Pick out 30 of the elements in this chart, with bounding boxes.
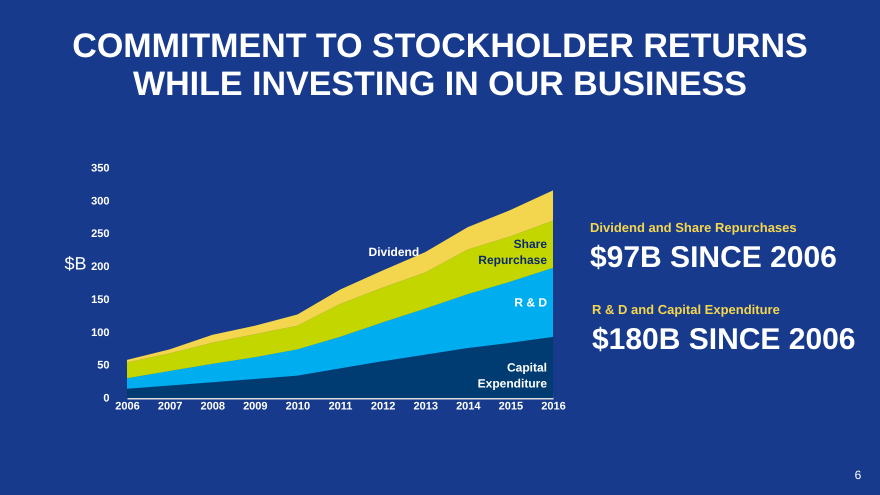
y-tick-label: 200 xyxy=(91,261,110,274)
y-tick-label: 50 xyxy=(97,360,110,372)
x-tick-label: 2016 xyxy=(541,400,566,412)
text: $97B SINCE 2006 xyxy=(590,241,837,274)
y-tick-label: 250 xyxy=(91,228,110,240)
series-label: Dividend xyxy=(368,245,420,260)
text: $180B SINCE 2006 xyxy=(592,323,856,356)
text: 6 xyxy=(854,468,862,482)
x-tick-label: 2007 xyxy=(158,400,182,412)
chart-title: COMMITMENT TO STOCKHOLDER RETURNS WHILE INVESTING IN OUR BUSINESS xyxy=(72,27,808,103)
y-tick-label: 150 xyxy=(91,294,110,306)
x-tick-label: 2009 xyxy=(243,400,268,412)
series-label: Share Repurchase xyxy=(478,237,548,268)
x-tick-label: 2012 xyxy=(370,400,396,412)
series-label: R & D xyxy=(514,295,548,310)
text: R & D and Capital Expenditure xyxy=(592,302,780,317)
x-tick-label: 2008 xyxy=(200,400,225,412)
y-axis-title: $B xyxy=(64,254,87,274)
y-tick-label: 0 xyxy=(103,392,110,404)
x-tick-label: 2006 xyxy=(115,400,140,412)
y-tick-label: 350 xyxy=(91,162,110,174)
x-tick-label: 2013 xyxy=(413,400,438,412)
x-tick-label: 2014 xyxy=(456,400,482,412)
x-tick-label: 2011 xyxy=(328,400,352,412)
x-tick-label: 2010 xyxy=(286,400,310,412)
text: Dividend and Share Repurchases xyxy=(590,220,797,235)
y-tick-label: 300 xyxy=(91,195,110,208)
series-label: Capital Expenditure xyxy=(478,360,548,390)
y-tick-label: 100 xyxy=(91,326,110,339)
x-tick-label: 2015 xyxy=(498,400,524,412)
